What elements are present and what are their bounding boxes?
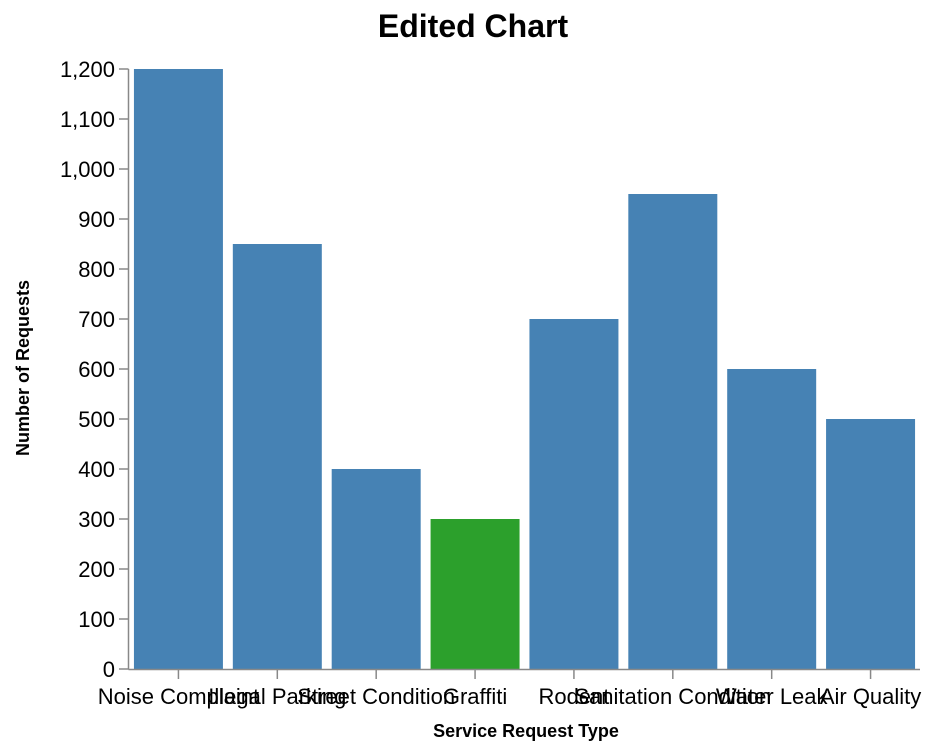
x-tick-label: Water Leak <box>716 684 829 709</box>
x-tick-label: Air Quality <box>820 684 921 709</box>
bar-0 <box>133 69 223 669</box>
x-tick-label: Noise Complaint <box>98 684 259 709</box>
x-tick-label: Graffiti <box>443 684 507 709</box>
y-tick-label: 300 <box>78 507 115 532</box>
y-tick-label: 1,100 <box>60 107 115 132</box>
y-tick-label: 700 <box>78 307 115 332</box>
x-axis-title: Service Request Type <box>433 721 619 741</box>
y-tick-label: 900 <box>78 207 115 232</box>
x-tick-label: Illegal Parking <box>208 684 346 709</box>
y-axis-ticks: 0 100 200 300 400 500 600 700 800 900 1,000 1,100 1,… <box>60 57 129 682</box>
y-tick-label: 600 <box>78 357 115 382</box>
bar-6 <box>727 369 817 669</box>
bar-7 <box>826 419 916 669</box>
y-axis-title: Number of Requests <box>13 280 33 456</box>
bar-4 <box>529 319 619 669</box>
y-tick-label: 0 <box>103 657 115 682</box>
bar-3 <box>430 519 520 669</box>
y-tick-label: 1,000 <box>60 157 115 182</box>
bar-2 <box>331 469 421 669</box>
x-tick-label: Street Condition <box>297 684 455 709</box>
x-tick-label: Rodent <box>538 684 609 709</box>
y-tick-label: 200 <box>78 557 115 582</box>
y-tick-label: 100 <box>78 607 115 632</box>
y-tick-label: 500 <box>78 407 115 432</box>
bar-1 <box>232 244 322 669</box>
y-tick-label: 1,200 <box>60 57 115 82</box>
x-tick-label: Sanitation Condition <box>574 684 771 709</box>
bar-5 <box>628 194 718 669</box>
y-tick-label: 400 <box>78 457 115 482</box>
y-tick-label: 800 <box>78 257 115 282</box>
chart-title: Edited Chart <box>378 8 569 44</box>
bars-group <box>133 69 916 669</box>
